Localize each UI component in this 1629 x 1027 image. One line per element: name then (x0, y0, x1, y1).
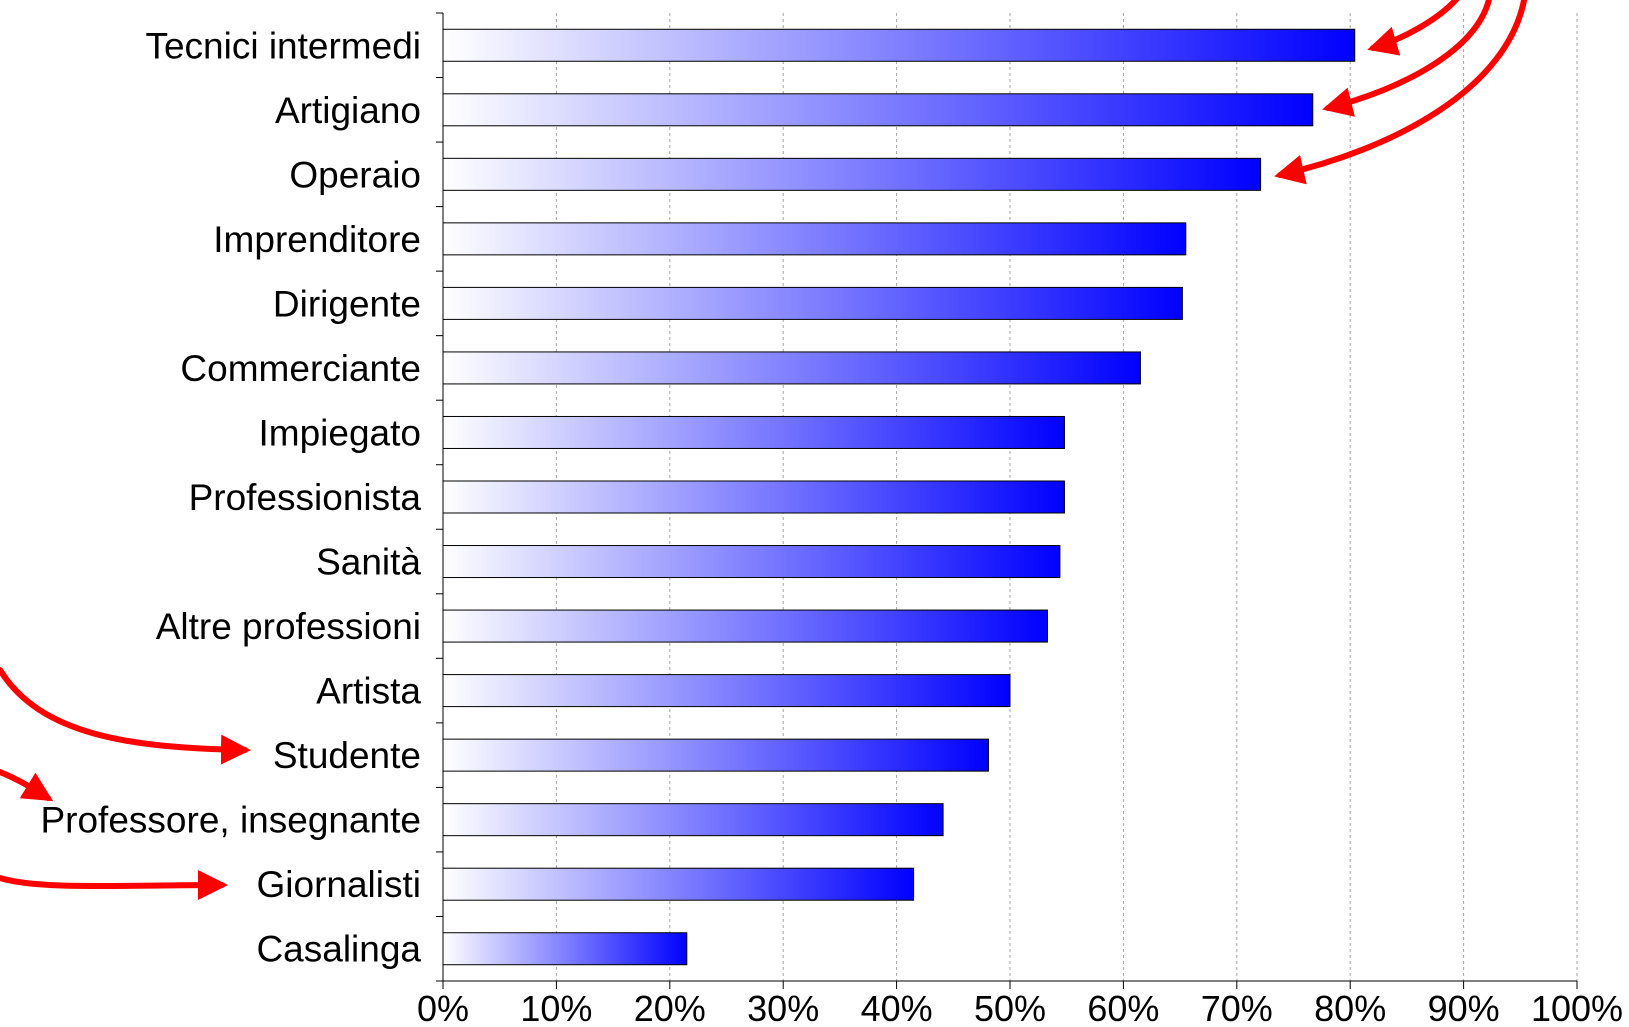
category-label: Imprenditore (213, 219, 421, 260)
red-arrow (1274, 0, 1527, 185)
red-arrow (0, 870, 228, 901)
annotation-arrows (0, 0, 1527, 901)
x-tick-label: 30% (747, 988, 819, 1027)
bar (442, 93, 1314, 127)
bar (442, 738, 989, 772)
x-tick-label: 100% (1531, 988, 1623, 1027)
category-label: Giornalisti (257, 864, 422, 905)
x-tick-label: 0% (417, 988, 469, 1027)
red-arrow (1367, 0, 1460, 56)
category-label: Impiegato (259, 412, 422, 453)
bar (442, 674, 1011, 708)
category-label: Altre professioni (156, 606, 421, 647)
x-tick-label: 60% (1087, 988, 1159, 1027)
bar (442, 480, 1065, 514)
bar (442, 803, 944, 837)
category-label: Dirigente (273, 283, 421, 324)
bar (442, 415, 1065, 449)
category-label: Artigiano (275, 90, 421, 131)
bar (442, 351, 1141, 385)
bar (442, 545, 1061, 579)
category-label: Sanità (316, 542, 421, 583)
x-tick-label: 80% (1314, 988, 1386, 1027)
category-label: Commerciante (180, 348, 421, 389)
bar (442, 222, 1187, 256)
x-tick-label: 50% (974, 988, 1046, 1027)
category-label: Professionista (189, 477, 422, 518)
bar (442, 157, 1262, 191)
x-tick-labels: 0% 10% 20% 30% 40% 50% 60% 70% 80% 90% 100% (417, 988, 1623, 1027)
x-tick-label: 90% (1428, 988, 1500, 1027)
category-label: Tecnici intermedi (145, 25, 421, 66)
bars (442, 28, 1356, 966)
bar (442, 286, 1183, 320)
category-label: Artista (316, 671, 421, 712)
axes (436, 12, 1578, 989)
red-arrow (1322, 0, 1492, 117)
x-tick-label: 40% (861, 988, 933, 1027)
bar (442, 867, 915, 901)
red-arrow (0, 667, 251, 765)
bar (442, 609, 1048, 643)
bar (442, 28, 1356, 62)
x-tick-label: 20% (634, 988, 706, 1027)
category-label: Casalinga (256, 929, 421, 970)
category-label: Studente (273, 735, 421, 776)
x-tick-label: 70% (1201, 988, 1273, 1027)
category-labels: Tecnici intermedi Artigiano Operaio Imprend… (40, 25, 421, 969)
bar (442, 932, 688, 966)
x-tick-label: 10% (520, 988, 592, 1027)
category-label: Professore, insegnante (40, 800, 421, 841)
red-arrow (0, 769, 54, 802)
category-label: Operaio (289, 154, 421, 195)
